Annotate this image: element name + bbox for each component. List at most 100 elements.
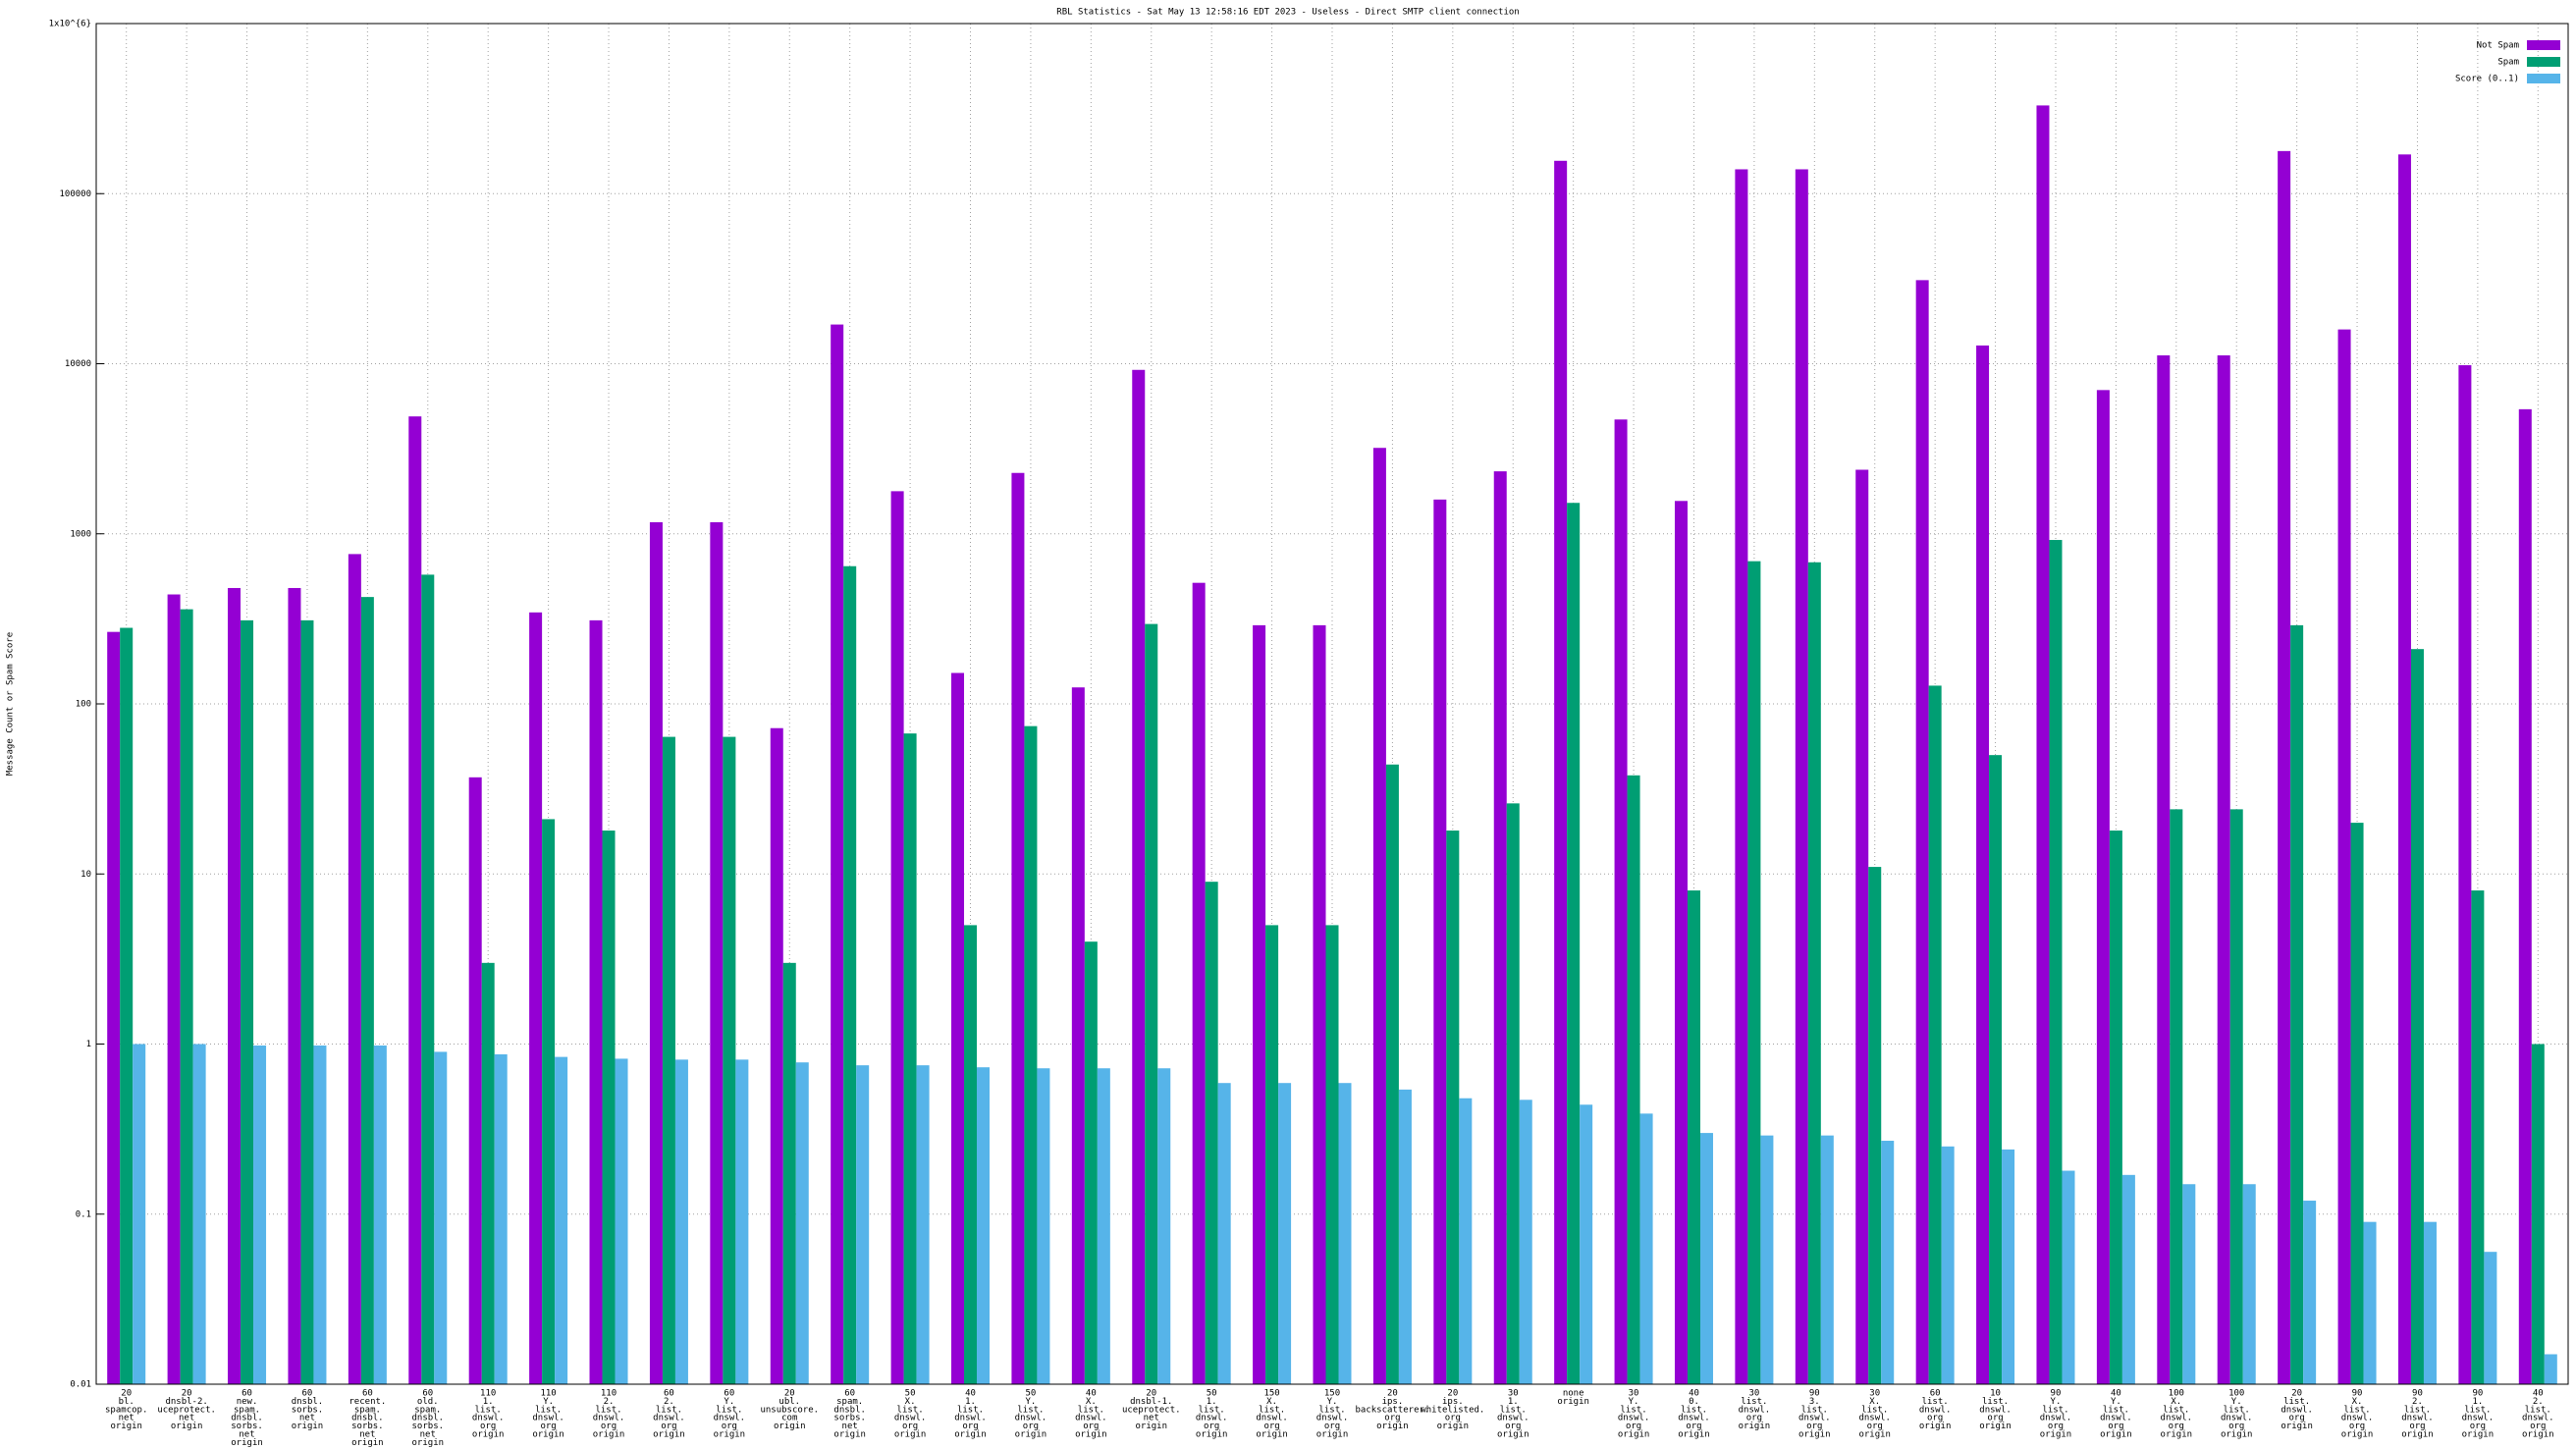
x-tick-label: dnswl. — [2100, 1414, 2132, 1423]
x-tick-label: org — [661, 1422, 676, 1431]
bar — [133, 1044, 146, 1384]
bar — [2337, 329, 2351, 1385]
bar — [964, 925, 978, 1384]
bar — [1699, 1133, 1713, 1384]
x-tick-label: list. — [535, 1405, 562, 1415]
x-tick-label: dnswl. — [714, 1414, 746, 1423]
x-tick-label: 40 — [1086, 1389, 1097, 1399]
bar — [1192, 582, 1206, 1384]
x-tick-label: net — [119, 1414, 134, 1423]
bar — [710, 521, 724, 1384]
x-tick-label: origin — [292, 1422, 324, 1431]
bar — [360, 597, 374, 1384]
x-tick-label: 30 — [1869, 1389, 1880, 1399]
x-tick-label: 60 — [422, 1389, 433, 1399]
x-tick-label: org — [2349, 1422, 2365, 1431]
y-tick-label: 10000 — [65, 359, 91, 369]
x-tick-label: 110 — [601, 1389, 617, 1399]
x-tick-label: dnsbl-2. — [165, 1397, 207, 1407]
bar — [494, 1053, 508, 1384]
x-tick-label: dnswl. — [2401, 1414, 2434, 1423]
x-tick-label: 90 — [1809, 1389, 1820, 1399]
x-tick-label: whitelisted. — [1421, 1405, 1484, 1415]
legend-swatch — [2527, 57, 2560, 67]
x-tick-label: dnsbl. — [231, 1414, 263, 1423]
x-tick-label: list. — [595, 1405, 621, 1415]
bar — [1941, 1146, 1955, 1384]
x-tick-label: dnswl. — [2522, 1414, 2554, 1423]
x-tick-label: origin — [1256, 1430, 1288, 1440]
bar — [2350, 823, 2364, 1384]
x-tick-label: origin — [1196, 1430, 1228, 1440]
x-tick-label: list. — [1500, 1405, 1527, 1415]
x-tick-label: org — [1023, 1422, 1039, 1431]
x-tick-label: Y. — [543, 1397, 554, 1407]
x-tick-label: 20 — [182, 1389, 192, 1399]
x-tick-label: origin — [412, 1438, 445, 1448]
x-tick-label: list. — [1801, 1405, 1828, 1415]
x-tick-label: bl. — [119, 1397, 134, 1407]
x-tick-label: 60 — [302, 1389, 313, 1399]
x-tick-label: origin — [351, 1438, 384, 1448]
x-tick-label: X. — [2171, 1397, 2181, 1407]
bar — [1627, 775, 1640, 1384]
bar — [1132, 369, 1146, 1384]
x-tick-label: origin — [231, 1438, 263, 1448]
bar — [2471, 890, 2485, 1384]
x-tick-label: spam. — [414, 1405, 441, 1415]
x-tick-label: sorbs. — [292, 1405, 324, 1415]
x-tick-label: dnswl. — [1316, 1414, 1349, 1423]
x-tick-label: origin — [774, 1422, 806, 1431]
x-tick-label: origin — [1075, 1430, 1107, 1440]
bar — [843, 565, 857, 1384]
bar — [555, 1056, 568, 1384]
bar — [1493, 471, 1507, 1384]
x-tick-label: origin — [2341, 1430, 2374, 1440]
x-tick-label: list. — [1017, 1405, 1044, 1415]
x-tick-label: 30 — [1629, 1389, 1639, 1399]
bar — [1639, 1113, 1653, 1384]
bar — [2484, 1252, 2497, 1384]
bar — [1674, 501, 1688, 1385]
bar — [916, 1065, 930, 1384]
x-tick-label: X. — [1086, 1397, 1097, 1407]
x-tick-label: origin — [833, 1430, 866, 1440]
x-tick-label: list. — [475, 1405, 502, 1415]
x-tick-label: 1. — [483, 1397, 494, 1407]
x-tick-label: origin — [1979, 1422, 2012, 1431]
x-tick-label: list. — [2042, 1405, 2068, 1415]
x-tick-label: 3. — [1809, 1397, 1820, 1407]
bar — [1145, 623, 1158, 1384]
x-tick-label: origin — [954, 1430, 987, 1440]
x-tick-label: list. — [1741, 1397, 1767, 1407]
x-tick-label: list. — [2103, 1405, 2129, 1415]
bar — [192, 1044, 206, 1384]
x-tick-label: 20 — [121, 1389, 132, 1399]
bar — [1735, 169, 1748, 1385]
y-tick-label: 1x10^{6} — [49, 20, 91, 29]
x-tick-label: org — [540, 1422, 556, 1431]
bar — [1325, 925, 1339, 1384]
x-tick-label: org — [1324, 1422, 1340, 1431]
x-tick-label: origin — [171, 1422, 203, 1431]
bar — [782, 962, 796, 1384]
x-tick-label: 2. — [604, 1397, 615, 1407]
bar — [253, 1046, 267, 1384]
x-tick-label: org — [1867, 1422, 1883, 1431]
bar — [2049, 540, 2063, 1384]
x-tick-label: org — [1204, 1422, 1219, 1431]
bar — [481, 962, 495, 1384]
x-tick-label: Y. — [2111, 1397, 2121, 1407]
x-tick-label: dnswl. — [1678, 1414, 1710, 1423]
bar — [120, 627, 134, 1384]
x-tick-label: org — [1746, 1414, 1762, 1423]
x-tick-label: org — [1384, 1414, 1400, 1423]
bar — [107, 631, 121, 1384]
x-tick-label: sorbs. — [351, 1422, 384, 1431]
legend-swatch — [2527, 74, 2560, 83]
y-tick-label: 100 — [76, 700, 91, 710]
x-tick-label: origin — [1557, 1397, 1589, 1407]
x-tick-label: X. — [1869, 1397, 1880, 1407]
